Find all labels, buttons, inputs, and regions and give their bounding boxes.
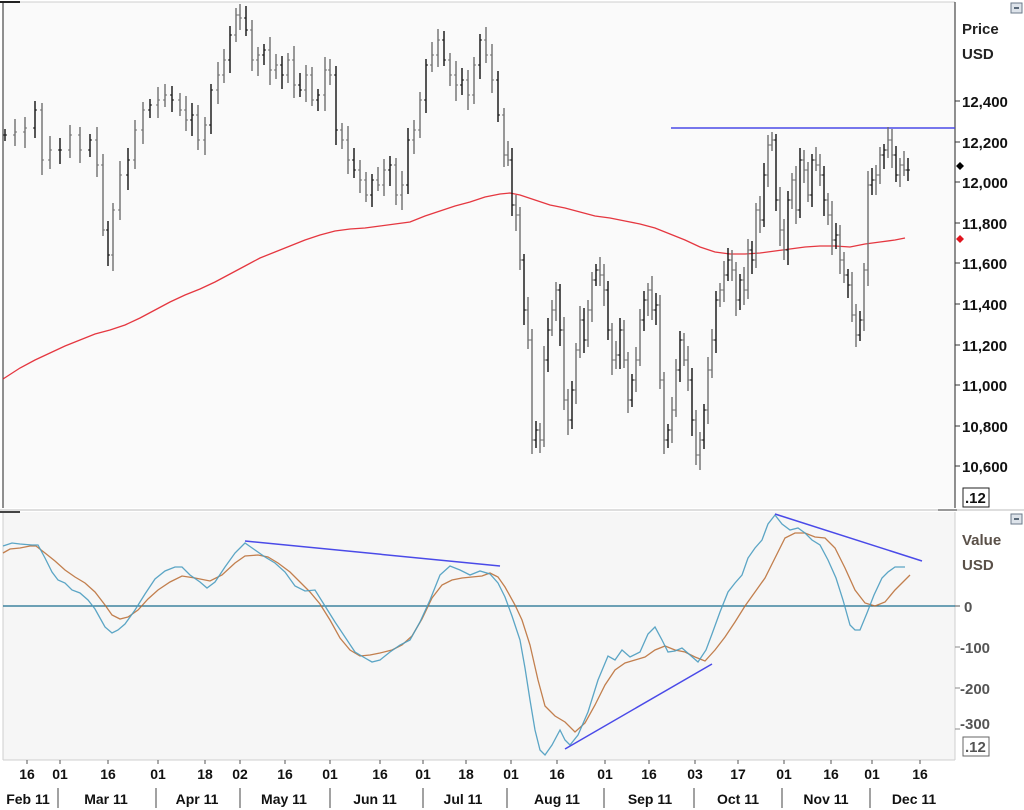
day-tick-label: 01 xyxy=(503,766,519,782)
month-label: Dec 11 xyxy=(892,791,937,807)
price-axis-unit: USD xyxy=(962,46,994,63)
x-day-ticks: 16 01 16 01 18 02 16 01 16 01 18 01 16 0… xyxy=(19,760,928,782)
minimize-icon xyxy=(1014,7,1019,9)
day-tick-label: 01 xyxy=(776,766,792,782)
day-tick-label: 16 xyxy=(19,766,35,782)
price-tick-label: 12,000 xyxy=(962,175,1008,192)
divergence-trendline-2[interactable] xyxy=(564,663,713,750)
price-axis-title: Price xyxy=(962,21,999,38)
price-tick-label: 12,200 xyxy=(962,135,1008,152)
price-y-axis: 12,400 12,200 12,000 11,800 11,600 11,40… xyxy=(955,94,1008,476)
month-label: May 11 xyxy=(261,791,307,807)
oscillator-y-axis: 0 -100 -200 -300 xyxy=(955,599,990,733)
osc-tick-label: -300 xyxy=(960,716,990,733)
day-tick-label: 16 xyxy=(912,766,928,782)
day-tick-label: 01 xyxy=(52,766,68,782)
divergence-trendline-1[interactable] xyxy=(244,540,501,567)
price-panel-collapse-button[interactable] xyxy=(1010,2,1023,14)
oscillator-panel-collapse-button[interactable] xyxy=(1010,513,1023,525)
oscillator-plot-area[interactable] xyxy=(3,512,955,760)
day-tick-label: 18 xyxy=(197,766,213,782)
oscillator-fast-line[interactable] xyxy=(2,513,905,757)
oscillator-scale-box[interactable]: .12 xyxy=(962,736,990,757)
day-tick-label: 16 xyxy=(372,766,388,782)
moving-average-marker xyxy=(956,235,964,243)
day-tick-label: 01 xyxy=(150,766,166,782)
x-axis[interactable]: 16 01 16 01 18 02 16 01 16 01 18 01 16 0… xyxy=(6,760,936,808)
day-tick-label: 16 xyxy=(277,766,293,782)
day-tick-label: 01 xyxy=(322,766,338,782)
day-tick-label: 01 xyxy=(415,766,431,782)
month-label: Feb 11 xyxy=(6,791,50,807)
oscillator-signal-line[interactable] xyxy=(2,532,911,733)
price-bars xyxy=(3,4,910,470)
osc-tick-label: -200 xyxy=(960,681,990,698)
day-tick-label: 17 xyxy=(730,766,746,782)
day-tick-label: 01 xyxy=(864,766,880,782)
svg-text:.12: .12 xyxy=(965,490,986,507)
month-label: Jul 11 xyxy=(444,791,483,807)
day-tick-label: 16 xyxy=(641,766,657,782)
svg-text:.12: .12 xyxy=(965,739,986,756)
last-price-marker xyxy=(956,162,964,170)
day-tick-label: 02 xyxy=(232,766,248,782)
month-label: Sep 11 xyxy=(628,791,673,807)
month-label: Nov 11 xyxy=(803,791,848,807)
oscillator-axis-unit: USD xyxy=(962,557,994,574)
minimize-icon xyxy=(1014,518,1019,520)
price-tick-label: 10,600 xyxy=(962,459,1008,476)
price-tick-label: 10,800 xyxy=(962,419,1008,436)
day-tick-label: 16 xyxy=(100,766,116,782)
price-tick-label: 11,000 xyxy=(962,378,1007,395)
month-label: Jun 11 xyxy=(353,791,397,807)
day-tick-label: 18 xyxy=(458,766,474,782)
price-tick-label: 12,400 xyxy=(962,94,1008,111)
divergence-trendline-3[interactable] xyxy=(774,513,923,562)
oscillator-axis-title: Value xyxy=(962,532,1001,549)
month-label: Mar 11 xyxy=(84,791,128,807)
month-label: Oct 11 xyxy=(717,791,759,807)
moving-average-line[interactable] xyxy=(2,192,906,380)
day-tick-label: 16 xyxy=(823,766,839,782)
price-tick-label: 11,400 xyxy=(962,297,1007,314)
price-tick-label: 11,200 xyxy=(962,338,1007,355)
x-month-labels: Feb 11 Mar 11 Apr 11 May 11 Jun 11 Jul 1… xyxy=(6,788,936,808)
price-scale-box[interactable]: .12 xyxy=(962,487,990,508)
day-tick-label: 16 xyxy=(549,766,565,782)
month-label: Aug 11 xyxy=(534,791,580,807)
day-tick-label: 01 xyxy=(597,766,613,782)
price-tick-label: 11,800 xyxy=(962,216,1007,233)
osc-tick-label: -100 xyxy=(960,640,990,657)
price-plot-area[interactable] xyxy=(3,2,955,508)
day-tick-label: 03 xyxy=(687,766,703,782)
osc-tick-label: 0 xyxy=(964,599,972,616)
month-label: Apr 11 xyxy=(176,791,219,807)
price-tick-label: 11,600 xyxy=(962,256,1007,273)
